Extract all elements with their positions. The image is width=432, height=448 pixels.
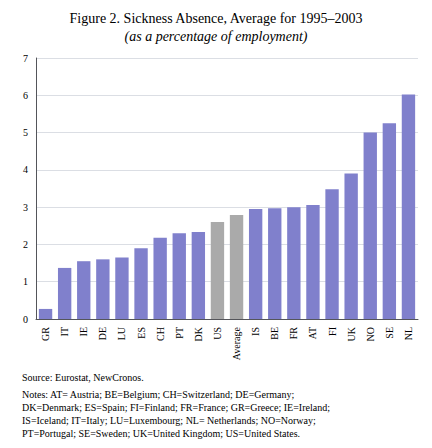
svg-text:Source: Eurostat, NewCronos.: Source: Eurostat, NewCronos. [22,372,144,383]
svg-text:SE: SE [384,327,395,339]
svg-text:NL: NL [403,327,414,340]
svg-text:CH: CH [155,327,166,341]
svg-text:4: 4 [23,164,28,175]
svg-text:US: US [212,327,223,340]
svg-text:ES: ES [136,327,147,339]
svg-text:2: 2 [23,239,28,250]
svg-text:AT: AT [307,327,318,339]
svg-text:PT=Portugal; SE=Sweden; UK=Uni: PT=Portugal; SE=Sweden; UK=United Kingdo… [22,428,300,439]
svg-text:LU: LU [116,326,127,340]
svg-text:Average: Average [231,326,242,360]
svg-text:IE: IE [78,327,89,336]
svg-text:(as a percentage of employment: (as a percentage of employment) [125,29,308,45]
svg-text:DE: DE [97,327,108,340]
svg-text:PT: PT [174,327,185,339]
svg-text:FI: FI [327,327,338,336]
svg-text:BE: BE [269,327,280,340]
svg-text:1: 1 [23,276,28,287]
svg-text:7: 7 [23,53,28,64]
svg-text:Notes: AT= Austria; BE=Belgium: Notes: AT= Austria; BE=Belgium; CH=Switz… [22,389,294,400]
svg-text:IS: IS [250,327,261,336]
svg-text:UK: UK [346,326,357,341]
svg-text:GR: GR [40,327,51,341]
svg-text:6: 6 [23,90,28,101]
svg-text:NO: NO [365,327,376,341]
svg-text:3: 3 [23,202,28,213]
svg-text:5: 5 [23,127,28,138]
svg-text:DK=Denmark; ES=Spain; FI=Finla: DK=Denmark; ES=Spain; FI=Finland; FR=Fra… [22,402,330,413]
svg-text:0: 0 [23,314,28,325]
svg-text:FR: FR [288,327,299,340]
svg-text:IS=Iceland; IT=Italy; LU=Luxem: IS=Iceland; IT=Italy; LU=Luxembourg; NL=… [22,415,316,426]
svg-text:Figure 2. Sickness Absence, Av: Figure 2. Sickness Absence, Average for … [70,11,363,26]
svg-text:IT: IT [59,327,70,336]
svg-text:DK: DK [193,326,204,341]
